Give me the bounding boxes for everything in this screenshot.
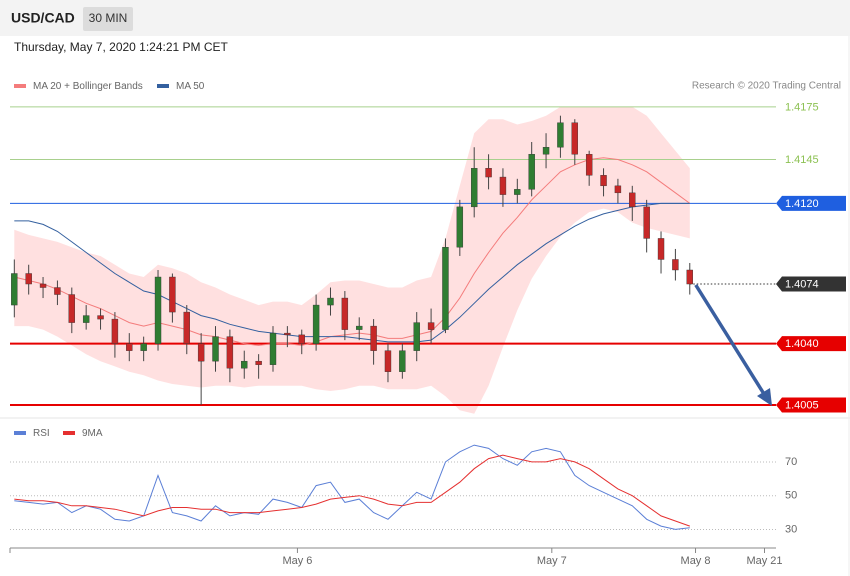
timeframe[interactable]: 30 MIN bbox=[89, 11, 128, 25]
legend-label: MA 50 bbox=[176, 81, 205, 92]
y-tick-label: 50 bbox=[785, 490, 797, 502]
candle-body bbox=[212, 336, 219, 362]
candle-body bbox=[672, 259, 679, 271]
candle-body bbox=[183, 311, 190, 344]
candle-body bbox=[629, 192, 636, 208]
moving-average bbox=[14, 157, 691, 346]
forecast-arrow bbox=[694, 284, 766, 395]
rsi-line bbox=[14, 444, 690, 530]
header-bar bbox=[0, 0, 850, 36]
y-tick-label: 70 bbox=[785, 456, 797, 468]
candle-body bbox=[241, 360, 248, 369]
legend-label: RSI bbox=[33, 428, 50, 439]
candle-body bbox=[169, 276, 176, 313]
candle-body bbox=[312, 304, 320, 344]
candle-body bbox=[356, 325, 363, 330]
candle-body bbox=[557, 122, 564, 148]
candle-body bbox=[255, 360, 262, 365]
legend-label: MA 20 + Bollinger Bands bbox=[33, 81, 143, 92]
candle-body bbox=[140, 343, 147, 351]
rsi-panel: RSI 9MA 70 50 30 May 6 May 7 May 8 May 21 bbox=[9, 428, 797, 567]
candle-body bbox=[571, 122, 578, 155]
level-tag bbox=[776, 397, 846, 413]
level-tag bbox=[776, 195, 846, 211]
level-label: 1.4005 bbox=[785, 399, 819, 411]
candle-body bbox=[97, 315, 104, 320]
candle-body bbox=[154, 276, 162, 344]
candle-body bbox=[25, 273, 32, 285]
candle-body bbox=[298, 334, 305, 344]
candle-body bbox=[528, 154, 535, 190]
candle-body bbox=[226, 336, 234, 369]
candle-body bbox=[470, 168, 478, 208]
level-label: 1.4120 bbox=[785, 198, 819, 210]
legend-swatch bbox=[14, 431, 26, 435]
candle-body bbox=[585, 154, 593, 176]
candle-body bbox=[542, 147, 550, 155]
timeframe-box[interactable] bbox=[83, 7, 133, 31]
candle-body bbox=[68, 294, 75, 323]
legend-label: 9MA bbox=[82, 428, 103, 439]
level-label: 1.4145 bbox=[785, 154, 819, 166]
candle-body bbox=[614, 185, 622, 194]
rsi-line bbox=[14, 454, 690, 527]
x-tick-label: May 8 bbox=[681, 555, 711, 567]
candle-body bbox=[427, 322, 435, 330]
candle-body bbox=[442, 246, 449, 330]
bollinger-band bbox=[14, 106, 690, 414]
candle-body bbox=[284, 332, 291, 336]
candle-body bbox=[456, 206, 464, 248]
symbol: USD/CAD bbox=[11, 10, 75, 26]
source: Research © 2020 Trading Central bbox=[692, 81, 841, 92]
candle-body bbox=[370, 325, 377, 351]
candle-body bbox=[111, 318, 119, 344]
legend-swatch bbox=[63, 431, 75, 435]
candle-body bbox=[643, 206, 650, 239]
candle-body bbox=[327, 297, 334, 306]
candle-body bbox=[384, 350, 392, 372]
y-tick-label: 30 bbox=[785, 523, 797, 535]
candle-body bbox=[514, 189, 521, 195]
candle-body bbox=[269, 332, 277, 365]
legend-swatch bbox=[157, 84, 169, 88]
forecast-arrowhead bbox=[757, 388, 772, 406]
candle-body bbox=[600, 175, 607, 187]
candle-body bbox=[399, 350, 406, 372]
candle-body bbox=[657, 238, 665, 260]
legend-swatch bbox=[14, 84, 26, 88]
candle-body bbox=[82, 315, 90, 323]
level-label: 1.4040 bbox=[785, 338, 819, 350]
level-tag bbox=[776, 336, 846, 352]
level-tag bbox=[776, 276, 846, 292]
candle-body bbox=[499, 176, 507, 195]
level-label: 1.4175 bbox=[785, 101, 819, 113]
timestamp: Thursday, May 7, 2020 1:24:21 PM CET bbox=[14, 40, 229, 54]
candle-body bbox=[126, 343, 133, 351]
candle-body bbox=[197, 343, 205, 362]
candle-body bbox=[54, 287, 61, 295]
moving-average bbox=[14, 202, 690, 343]
candle-body bbox=[686, 269, 693, 285]
x-tick-label: May 6 bbox=[282, 555, 312, 567]
candle-body bbox=[485, 168, 492, 178]
x-tick-label: May 21 bbox=[746, 555, 782, 567]
level-label: 1.4074 bbox=[785, 278, 819, 290]
candle-body bbox=[341, 297, 349, 330]
candle-body bbox=[11, 273, 18, 306]
candle-body bbox=[39, 283, 47, 288]
x-tick-label: May 7 bbox=[537, 555, 567, 567]
price-panel: MA 20 + Bollinger Bands MA 50 1.4175 1.4145… bbox=[10, 81, 846, 414]
candle-body bbox=[413, 322, 420, 351]
